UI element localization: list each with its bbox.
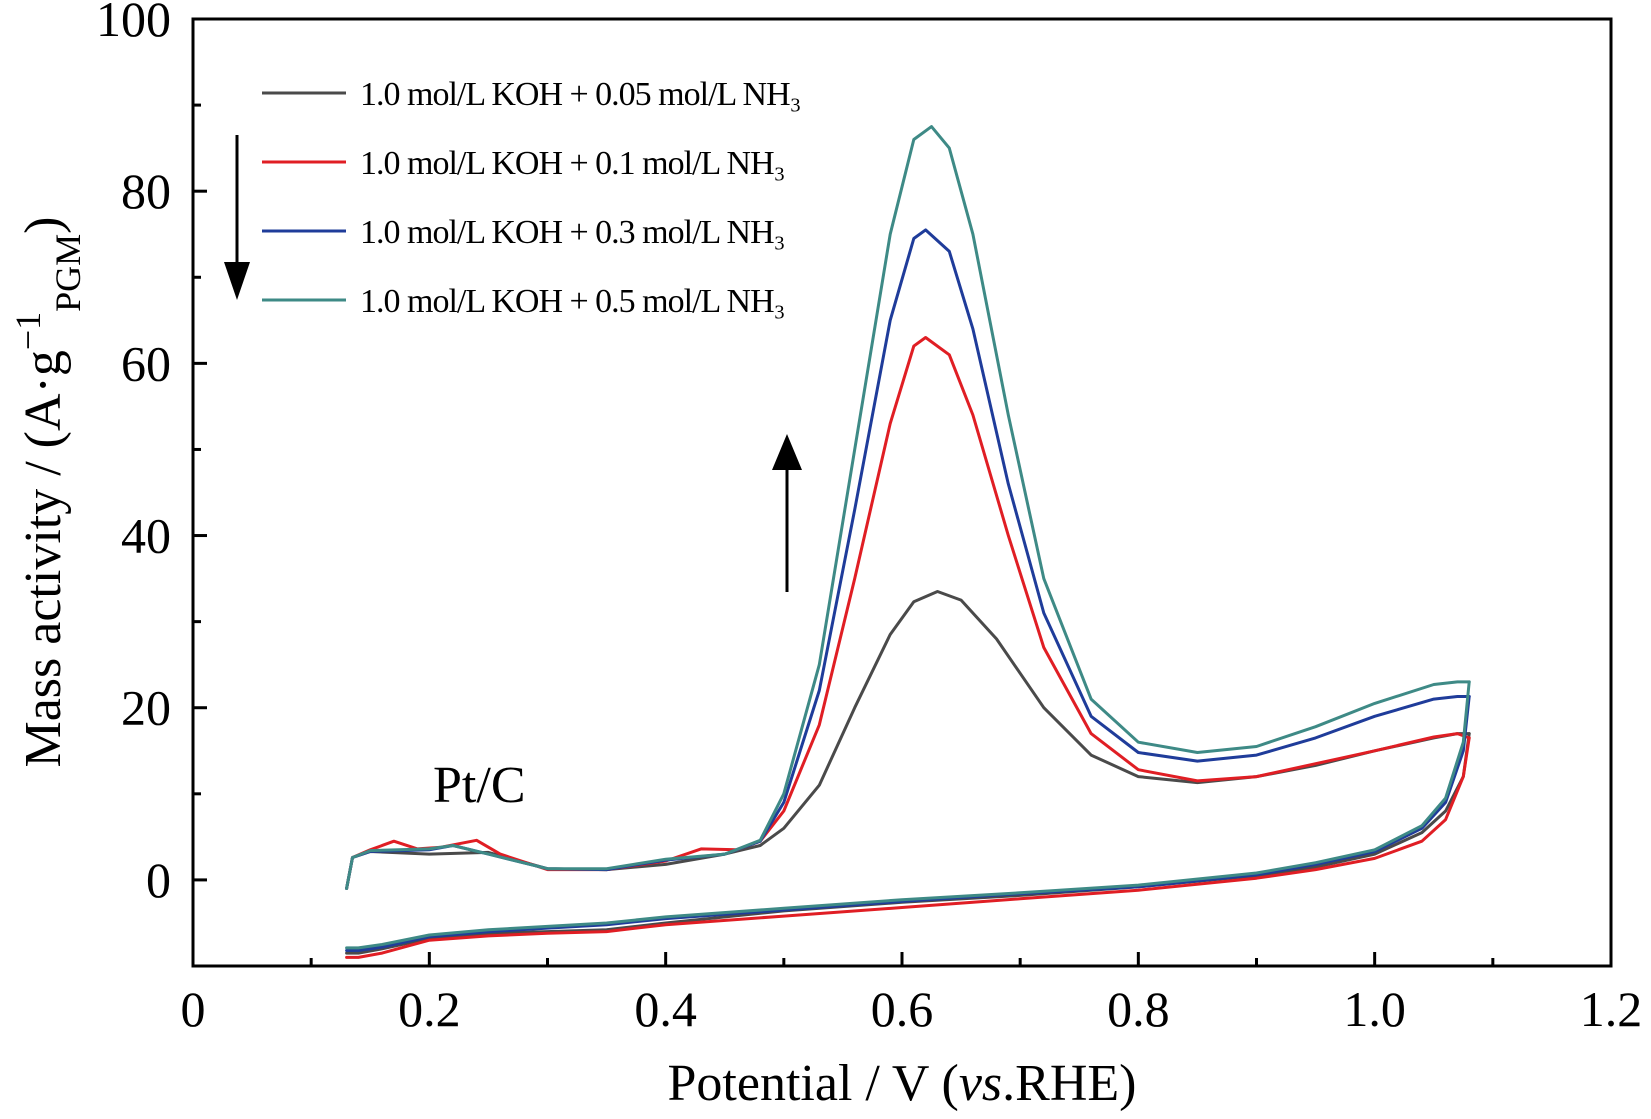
x-tick-label: 1.2 xyxy=(1580,981,1643,1037)
x-tick-label: 0.4 xyxy=(634,981,697,1037)
x-axis-title: Potential / V (vs.RHE) xyxy=(668,1055,1137,1112)
y-axis-title: Mass activity / (A·g−1PGM) xyxy=(8,216,88,767)
x-tick-label: 0.2 xyxy=(398,981,461,1037)
series-4-forward-sweep xyxy=(345,125,1471,890)
pt-c-annotation: Pt/C xyxy=(433,757,526,814)
y-tick-label: 40 xyxy=(121,508,171,564)
y-tick-label: 0 xyxy=(146,852,171,908)
x-tick-label: 0.6 xyxy=(871,981,934,1037)
x-tick-label: 0.8 xyxy=(1107,981,1170,1037)
y-tick-label: 20 xyxy=(121,680,171,736)
series-3-reverse-sweep xyxy=(345,695,1471,952)
legend-label-2: 1.0 mol/L KOH + 0.1 mol/L NH₃ xyxy=(360,145,785,182)
series-1-forward-sweep xyxy=(345,590,1471,890)
series-4-reverse-sweep xyxy=(345,680,1471,950)
up-arrow-icon xyxy=(772,434,802,592)
legend: 1.0 mol/L KOH + 0.05 mol/L NH₃ 1.0 mol/L … xyxy=(262,76,802,320)
series-layer xyxy=(345,125,1471,959)
ticks-layer xyxy=(191,17,1613,968)
series-2-reverse-sweep xyxy=(345,736,1471,959)
y-tick-label: 60 xyxy=(121,335,171,391)
x-tick-label: 0 xyxy=(181,981,206,1037)
y-tick-label: 100 xyxy=(96,0,171,47)
y-tick-label: 80 xyxy=(121,163,171,219)
legend-label-4: 1.0 mol/L KOH + 0.5 mol/L NH₃ xyxy=(360,283,785,320)
tick-labels-layer: 0 0.2 0.4 0.6 0.8 1.0 1.2 0 20 40 60 80 100 xyxy=(96,0,1642,1037)
legend-label-1: 1.0 mol/L KOH + 0.05 mol/L NH₃ xyxy=(360,76,801,113)
down-arrow-icon xyxy=(224,135,250,300)
legend-label-3: 1.0 mol/L KOH + 0.3 mol/L NH₃ xyxy=(360,214,785,251)
x-tick-label: 1.0 xyxy=(1343,981,1406,1037)
